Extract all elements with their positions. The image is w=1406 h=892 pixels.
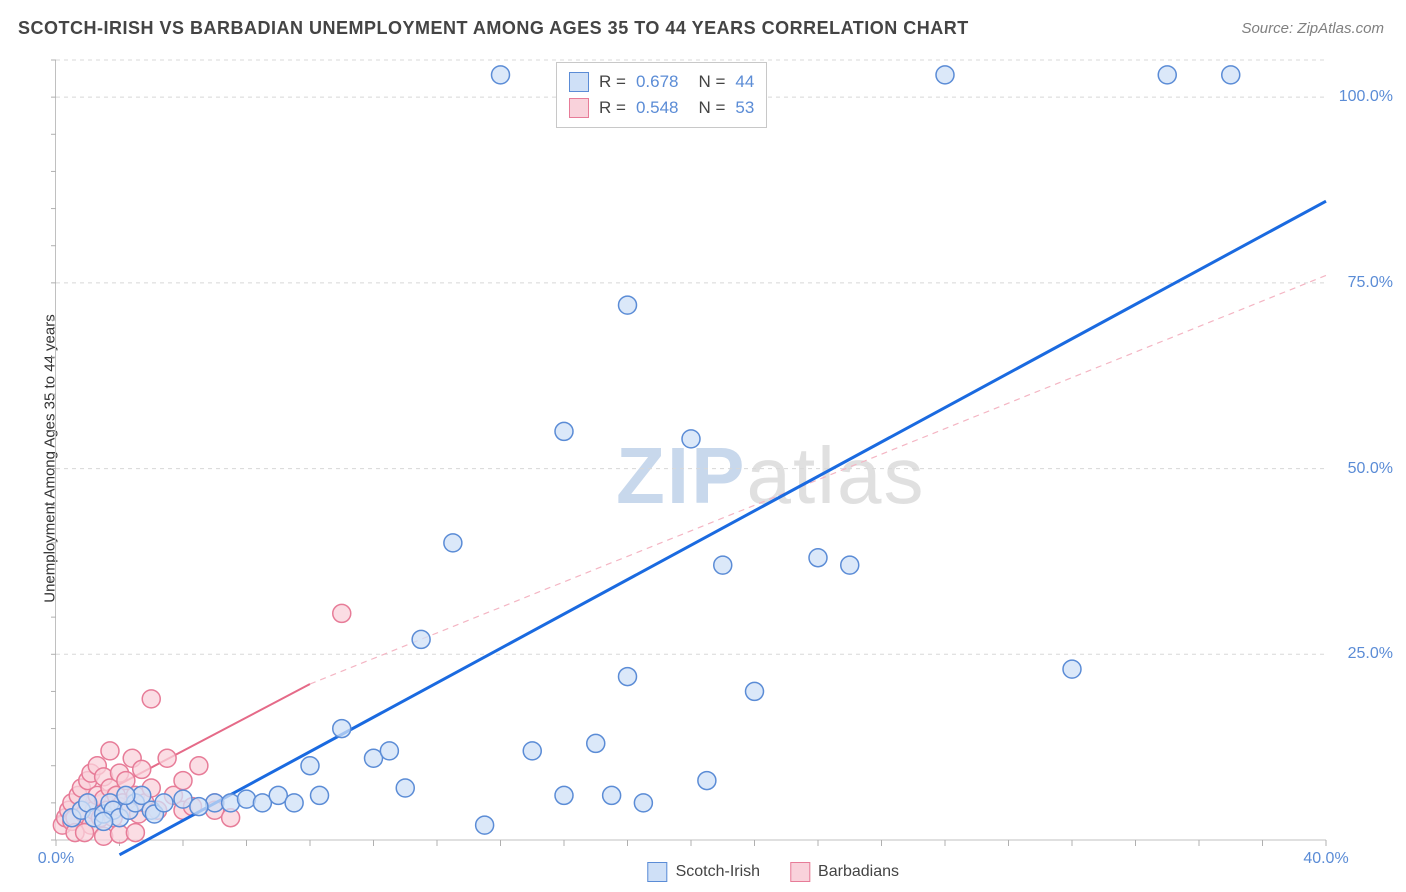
x-tick-label: 40.0% [1303, 850, 1348, 868]
legend-item-scotch-irish: Scotch-Irish [648, 862, 760, 882]
source-label: Source: ZipAtlas.com [1241, 20, 1384, 37]
legend-item-barbadians: Barbadians [790, 862, 899, 882]
stats-row-barbadians: R = 0.548 N = 53 [569, 95, 754, 121]
swatch-barbadians [569, 98, 589, 118]
legend-label-scotch-irish: Scotch-Irish [676, 863, 760, 881]
legend-swatch-barbadians [790, 862, 810, 882]
legend-bottom: Scotch-Irish Barbadians [648, 862, 899, 882]
r-label: R = [599, 95, 626, 121]
y-tick-label: 75.0% [1348, 274, 1393, 292]
r-value-scotch-irish: 0.678 [636, 69, 679, 95]
n-value-barbadians: 53 [735, 95, 754, 121]
y-tick-label: 100.0% [1339, 88, 1393, 106]
n-label: N = [698, 95, 725, 121]
y-tick-label: 25.0% [1348, 645, 1393, 663]
swatch-scotch-irish [569, 72, 589, 92]
n-label: N = [698, 69, 725, 95]
r-value-barbadians: 0.548 [636, 95, 679, 121]
stats-row-scotch-irish: R = 0.678 N = 44 [569, 69, 754, 95]
legend-swatch-scotch-irish [648, 862, 668, 882]
scatter-plot: ZIPatlas R = 0.678 N = 44 R = 0.548 N = … [55, 60, 1325, 840]
x-tick-label: 0.0% [38, 850, 74, 868]
stats-box: R = 0.678 N = 44 R = 0.548 N = 53 [556, 62, 767, 128]
n-value-scotch-irish: 44 [735, 69, 754, 95]
legend-label-barbadians: Barbadians [818, 863, 899, 881]
r-label: R = [599, 69, 626, 95]
chart-title: SCOTCH-IRISH VS BARBADIAN UNEMPLOYMENT A… [18, 18, 969, 39]
plot-svg [56, 60, 1325, 840]
y-tick-label: 50.0% [1348, 460, 1393, 478]
